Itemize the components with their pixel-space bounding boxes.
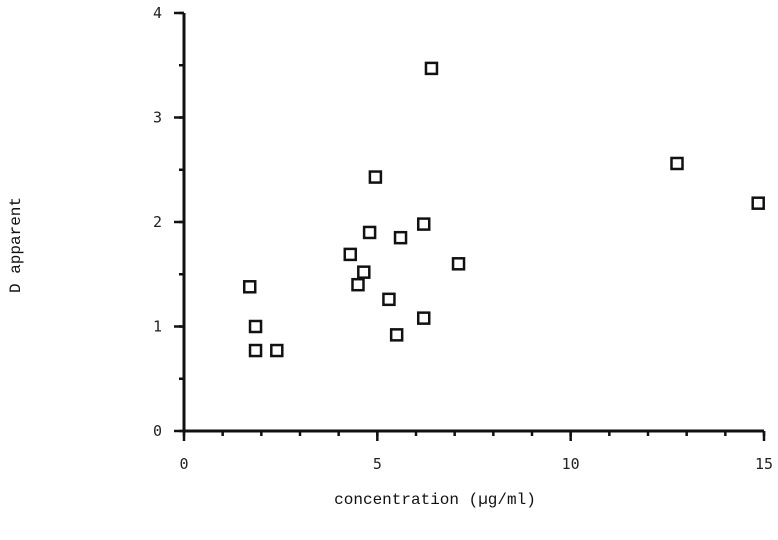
x-tick-label: 5 [373, 455, 382, 473]
data-point [351, 277, 365, 292]
x-axis-title: concentration (µg/ml) [334, 491, 536, 509]
y-tick-label: 3 [153, 109, 162, 127]
data-point [382, 292, 396, 307]
x-tick-label: 10 [562, 455, 580, 473]
data-point [248, 319, 263, 334]
y-tick-label: 2 [153, 213, 162, 231]
data-point [451, 257, 466, 271]
data-point [751, 196, 765, 210]
data-point [393, 230, 408, 245]
data-point [416, 311, 431, 325]
data-points [242, 61, 765, 358]
data-point [389, 328, 404, 342]
y-tick-label: 0 [153, 422, 162, 440]
data-point [416, 217, 431, 231]
data-point [670, 156, 684, 171]
y-tick-label: 4 [153, 4, 162, 22]
data-point [343, 247, 358, 262]
x-tick-label: 15 [755, 455, 773, 473]
y-axis-title: D apparent [7, 197, 25, 293]
data-point [362, 225, 377, 240]
data-point [368, 170, 383, 184]
minor-ticks [179, 11, 766, 436]
data-point [248, 343, 263, 358]
y-tick-label: 1 [153, 318, 162, 336]
major-ticks [174, 11, 766, 441]
data-point [424, 61, 439, 76]
data-point [270, 343, 284, 358]
tick-labels: 0 5 10 15 0 1 2 3 4 [153, 4, 773, 473]
data-point [242, 280, 257, 294]
data-point [357, 265, 371, 279]
x-tick-label: 0 [179, 455, 188, 473]
